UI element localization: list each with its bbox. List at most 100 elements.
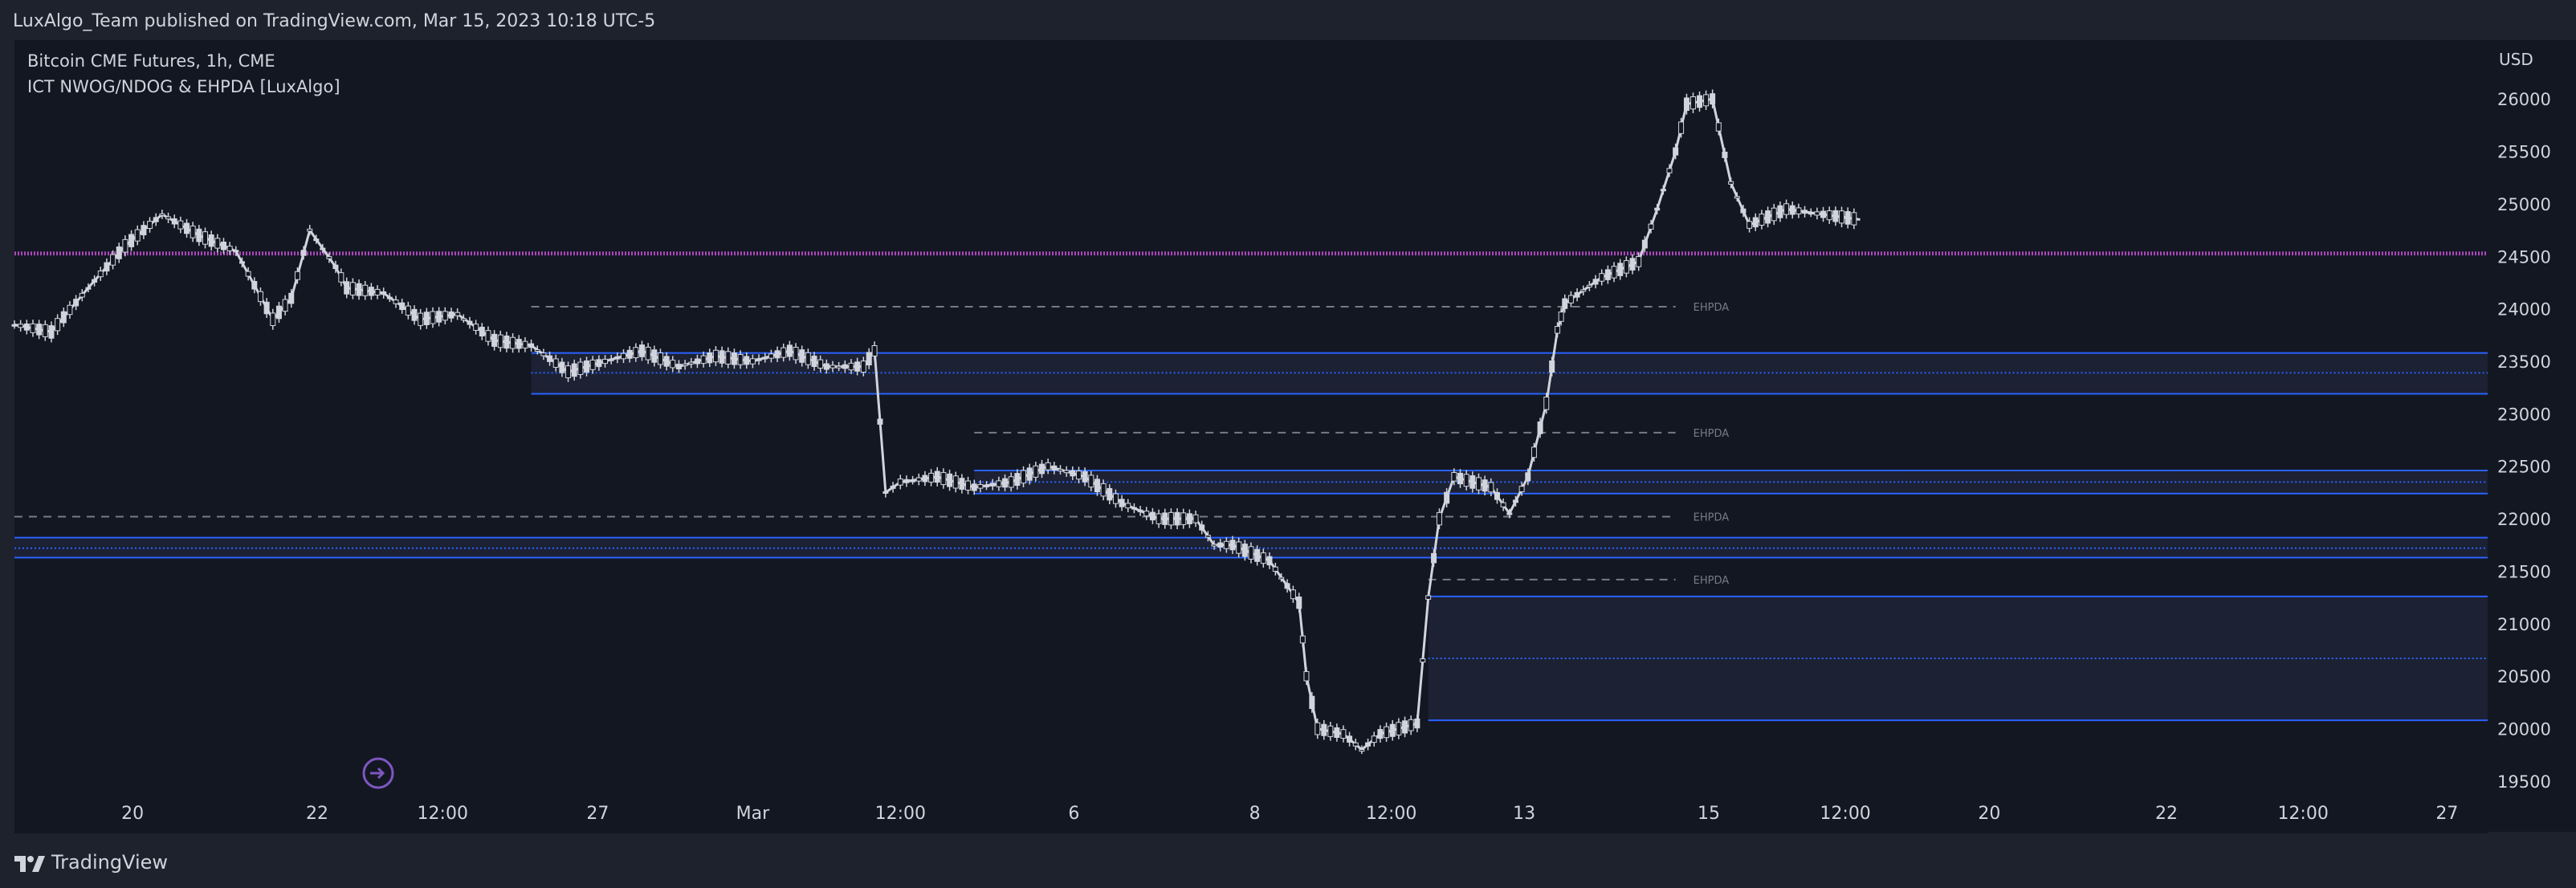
candle-body	[749, 358, 756, 365]
candle-body	[1599, 273, 1605, 282]
candle-body	[638, 344, 645, 357]
candle-body	[257, 291, 263, 303]
candle-body	[1844, 211, 1851, 225]
candle-body	[528, 343, 535, 348]
candle-body	[110, 254, 116, 266]
candle-body	[1703, 94, 1710, 107]
candle-body	[871, 344, 878, 356]
candle-body	[1425, 595, 1432, 600]
candle-body	[1248, 546, 1254, 560]
candle-body	[36, 324, 43, 336]
candle-body	[1531, 446, 1537, 458]
candle-body	[1014, 473, 1021, 487]
candle-body	[386, 296, 393, 299]
candle-body	[491, 333, 498, 347]
candle-body	[159, 213, 165, 216]
candle-body	[1039, 463, 1045, 475]
candle-body	[338, 272, 344, 283]
candle-body	[18, 324, 24, 328]
candle-body	[1666, 168, 1673, 173]
candle-body	[1094, 479, 1100, 493]
candle-body	[1839, 210, 1845, 224]
candles	[11, 89, 1861, 755]
time-axis[interactable]	[14, 792, 2488, 833]
candle-body	[399, 302, 406, 311]
candle-body	[1278, 576, 1285, 580]
candle-body	[1204, 535, 1211, 538]
candle-body	[326, 256, 332, 259]
candle-body	[92, 279, 98, 283]
candle-body	[577, 361, 584, 375]
replay-icon[interactable]	[361, 756, 395, 790]
y-tick-label: 22000	[2497, 510, 2551, 529]
y-tick-label: 23000	[2497, 405, 2551, 424]
x-tick-label: 13	[1513, 804, 1535, 824]
candle-body	[805, 352, 811, 365]
candle-body	[712, 349, 719, 363]
candle-body	[547, 355, 553, 362]
candle-body	[1186, 513, 1192, 524]
candle-body	[177, 220, 184, 230]
candle-body	[1260, 552, 1266, 564]
candle-body	[989, 483, 996, 487]
candle-body	[1783, 203, 1790, 215]
candle-body	[1641, 239, 1648, 249]
candle-body	[1436, 511, 1442, 526]
candle-body	[584, 360, 590, 373]
brand-name[interactable]: TradingView	[51, 851, 169, 874]
x-tick-label: 12:00	[418, 804, 468, 824]
x-tick-label: 12:00	[1366, 804, 1416, 824]
candle-body	[1254, 548, 1261, 562]
candle-body	[848, 362, 854, 371]
candle-body	[165, 216, 172, 220]
candle-body	[1365, 742, 1372, 747]
candle-body	[263, 301, 270, 315]
candle-body	[1051, 465, 1058, 471]
price-axis[interactable]	[2488, 40, 2576, 832]
candle-body	[877, 418, 883, 425]
candle-body	[60, 311, 67, 324]
symbol-legend[interactable]: Bitcoin CME Futures, 1h, CME	[27, 51, 275, 71]
candle-body	[48, 325, 55, 339]
candle-body	[1580, 289, 1587, 292]
candle-body	[1296, 597, 1302, 609]
gap-zone	[974, 470, 2488, 494]
candle-body	[534, 349, 540, 352]
candle-body	[984, 484, 990, 487]
candle-body	[1678, 121, 1685, 134]
x-tick-label: Mar	[736, 804, 770, 824]
candle-body	[540, 352, 547, 356]
candle-body	[516, 339, 522, 349]
candle-body	[1567, 295, 1574, 303]
candle-body	[1629, 258, 1636, 271]
candle-body	[688, 361, 695, 365]
candle-body	[11, 324, 18, 327]
candle-body	[1156, 513, 1162, 524]
y-tick-label: 19500	[2497, 772, 2551, 792]
candle-body	[1180, 512, 1187, 525]
candle-body	[737, 354, 744, 365]
x-tick-label: 27	[586, 804, 609, 824]
candle-body	[153, 217, 159, 222]
candle-body	[1500, 502, 1506, 507]
candle-body	[1045, 462, 1051, 470]
candle-body	[362, 284, 369, 296]
candle-body	[214, 238, 221, 249]
candle-body	[1284, 583, 1290, 589]
candle-body	[220, 242, 226, 251]
candle-body	[1241, 544, 1248, 557]
candle-body	[793, 347, 799, 360]
x-tick-label: 6	[1068, 804, 1079, 824]
indicator-legend[interactable]: ICT NWOG/NDOG & EHPDA [LuxAlgo]	[27, 77, 340, 96]
candle-body	[1082, 470, 1088, 483]
candle-body	[1558, 312, 1564, 322]
candle-body	[552, 358, 559, 368]
candle-body	[128, 234, 135, 247]
candle-body	[836, 365, 842, 369]
candle-body	[1777, 205, 1783, 218]
tradingview-logo-icon[interactable]	[14, 854, 47, 874]
candle-body	[381, 291, 387, 295]
candle-body	[1494, 491, 1500, 500]
candle-body	[977, 484, 984, 489]
